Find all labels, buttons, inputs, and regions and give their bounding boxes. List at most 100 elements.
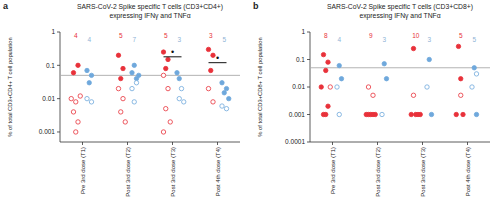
point xyxy=(382,62,386,66)
point xyxy=(411,46,415,50)
x-tick xyxy=(82,142,83,145)
point xyxy=(337,63,341,67)
point xyxy=(130,71,134,75)
point xyxy=(411,93,415,97)
point xyxy=(168,120,172,124)
point xyxy=(211,53,215,57)
point xyxy=(161,50,165,54)
y-tick xyxy=(307,32,310,33)
point xyxy=(474,72,478,76)
point xyxy=(409,112,413,116)
point xyxy=(371,93,375,97)
point xyxy=(123,120,127,124)
point xyxy=(328,85,332,89)
plot-area xyxy=(60,47,240,134)
point xyxy=(132,100,136,104)
point xyxy=(71,110,75,114)
point xyxy=(164,66,168,70)
point xyxy=(324,68,328,72)
point xyxy=(211,100,215,104)
point xyxy=(227,96,231,100)
x-tick-label: Pre 3rd dose (T1) xyxy=(80,147,86,194)
point xyxy=(166,57,170,61)
point xyxy=(137,73,141,77)
reference-line xyxy=(310,67,490,68)
x-tick xyxy=(127,142,128,145)
y-tick xyxy=(307,59,310,60)
point xyxy=(177,96,181,100)
subtitle: expressing IFNγ and TNFα xyxy=(109,12,190,20)
point xyxy=(121,66,125,70)
group-count: 5 xyxy=(222,36,226,43)
point xyxy=(384,77,388,81)
group-count: 7 xyxy=(132,36,136,43)
x-tick-label: Post 3rd dose (T3) xyxy=(170,147,176,197)
title: SARS-CoV-2 Spike specific T cells (CD3+C… xyxy=(77,3,223,11)
point xyxy=(161,130,165,134)
point xyxy=(78,94,82,98)
group-count: 4 xyxy=(87,36,91,43)
point xyxy=(206,86,210,90)
point xyxy=(373,112,377,116)
y-tick xyxy=(307,114,310,115)
point xyxy=(366,85,370,89)
point xyxy=(71,71,75,75)
panel-1: bSARS-CoV-2 Spike specific T cells (CD3+… xyxy=(253,1,490,197)
point xyxy=(456,44,460,48)
point xyxy=(459,93,463,97)
point xyxy=(319,85,323,89)
x-axis xyxy=(60,142,240,143)
x-tick-label: Post 3rd dose (T3) xyxy=(420,147,426,197)
point xyxy=(326,60,330,64)
group-count: 5 xyxy=(472,36,476,43)
point xyxy=(76,120,80,124)
y-tick xyxy=(57,32,60,33)
group-count: 3 xyxy=(209,32,213,39)
group-count: 3 xyxy=(427,36,431,43)
point xyxy=(206,47,210,51)
x-tick-label: Post 3rd dose (T2) xyxy=(125,147,131,197)
point xyxy=(321,52,325,56)
y-tick-label: 1 xyxy=(301,28,305,35)
point xyxy=(224,86,228,90)
significance-label: • xyxy=(216,53,219,63)
point xyxy=(418,112,422,116)
point xyxy=(182,100,186,104)
y-axis-label: % of total CD3+CD8+ T cell population xyxy=(257,37,263,136)
y-tick xyxy=(307,142,310,143)
point xyxy=(454,112,458,116)
y-tick xyxy=(57,131,60,132)
point xyxy=(130,86,134,90)
point xyxy=(220,81,224,85)
x-tick xyxy=(172,142,173,145)
point xyxy=(337,112,341,116)
x-tick xyxy=(217,142,218,145)
point xyxy=(134,81,138,85)
y-axis-label: % of total CD3+CD4+ T cell population xyxy=(7,37,13,136)
point xyxy=(326,104,330,108)
point xyxy=(380,112,384,116)
point xyxy=(175,71,179,75)
point xyxy=(339,77,343,81)
x-tick xyxy=(377,142,378,145)
point xyxy=(461,112,465,116)
x-tick-label: Post 4th dose (T4) xyxy=(215,147,221,196)
point xyxy=(76,63,80,67)
x-axis xyxy=(310,142,490,143)
significance-label: • xyxy=(171,47,174,57)
point xyxy=(161,73,165,77)
point xyxy=(132,63,136,67)
point xyxy=(335,85,339,89)
group-count: 5 xyxy=(459,32,463,39)
point xyxy=(74,130,78,134)
y-tick-label: 0.001 xyxy=(39,128,56,135)
group-count: 8 xyxy=(324,32,328,39)
panel-0: aSARS-CoV-2 Spike specific T cells (CD3+… xyxy=(3,1,240,197)
panel-label: b xyxy=(253,1,259,11)
y-tick-label: 0.1 xyxy=(46,62,55,69)
point xyxy=(119,76,123,80)
group-count: 4 xyxy=(337,36,341,43)
point xyxy=(85,68,89,72)
y-tick-label: 0.0001 xyxy=(285,138,305,145)
point xyxy=(85,96,89,100)
